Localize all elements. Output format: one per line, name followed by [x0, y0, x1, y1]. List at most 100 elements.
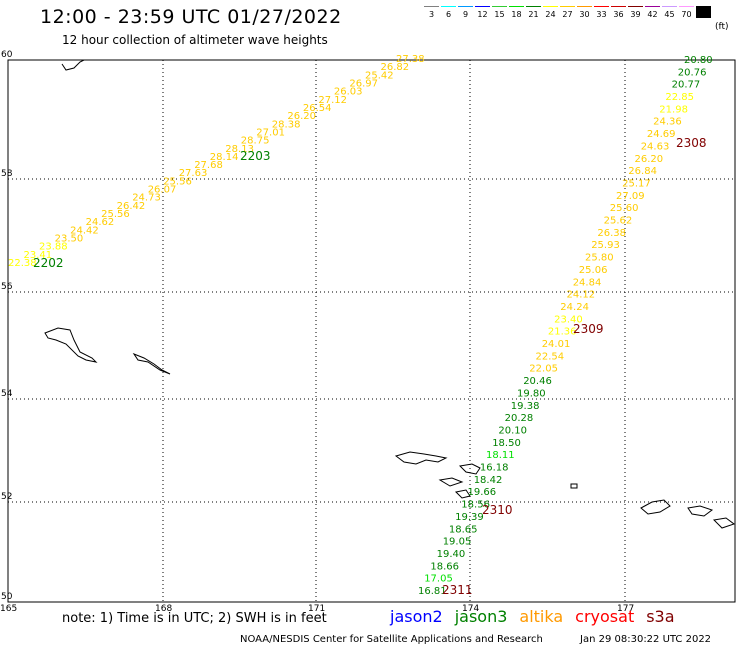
- swatch-label: 9: [462, 10, 469, 19]
- swh-value: 23.40: [554, 314, 583, 325]
- swatch-box: [644, 5, 661, 8]
- pass-id-label: 2310: [482, 503, 513, 517]
- swh-value: 22.05: [529, 364, 558, 375]
- lat-label: 60: [1, 50, 13, 60]
- alaska-coast: [61, 59, 85, 71]
- swatch-label: 70: [681, 10, 692, 19]
- swh-value: 20.76: [678, 67, 707, 78]
- graticule: [7, 59, 735, 603]
- coastlines: [44, 59, 736, 529]
- pribilof-coast: [44, 327, 98, 363]
- lat-label: 52: [1, 492, 12, 502]
- swh-value: 28.13: [225, 144, 254, 155]
- timestamp-text: Jan 29 08:30:22 UTC 2022: [580, 634, 712, 645]
- color-swatch-18: 18: [508, 5, 525, 19]
- swh-value: 19.40: [437, 549, 466, 560]
- swh-value: 18.65: [449, 524, 478, 535]
- color-scale-bar: 3 6 9 12 15 18 21 24 27 30 33 36 39 42 45 70: [423, 5, 712, 19]
- swatch-box: [627, 5, 644, 8]
- swh-value: 17.05: [424, 574, 453, 585]
- swh-value: 25.56: [101, 209, 130, 220]
- swh-value: 20.80: [684, 55, 713, 66]
- swh-value: 18.42: [474, 475, 503, 486]
- swatch-label: 21: [528, 10, 539, 19]
- swh-value: 26.84: [628, 166, 657, 177]
- swh-value: 26.54: [303, 103, 332, 114]
- swh-value: 19.39: [455, 512, 484, 523]
- swatch-box: [491, 5, 508, 8]
- color-swatch-21: 21: [525, 5, 542, 19]
- swh-value: 24.69: [647, 129, 676, 140]
- swh-value: 26.20: [287, 111, 316, 122]
- swatch-label: 27: [562, 10, 573, 19]
- swatch-box: [508, 5, 525, 8]
- note-text: note: 1) Time is in UTC; 2) SWH is in fe…: [62, 611, 327, 626]
- swh-value: 24.24: [560, 302, 589, 313]
- swatch-label: 30: [579, 10, 590, 19]
- swh-value: 23.50: [55, 234, 84, 245]
- color-swatch-33: 33: [593, 5, 610, 19]
- swh-value: 16.81: [418, 586, 447, 597]
- lat-label: 54: [1, 389, 13, 399]
- aleutian-island-2: [458, 463, 481, 475]
- swatch-label: 39: [630, 10, 641, 19]
- st-matthew-coast: [132, 352, 171, 375]
- swh-value: 25.60: [610, 203, 639, 214]
- swh-value: 25.56: [163, 176, 192, 187]
- lon-label: 174: [462, 604, 479, 614]
- legend-jason2: jason2: [390, 607, 443, 626]
- swatch-box: [440, 5, 457, 8]
- legend-jason3: jason3: [454, 607, 508, 626]
- color-swatch-30: 30: [576, 5, 593, 19]
- swh-value: 16.18: [480, 463, 509, 474]
- swh-value: 27.68: [194, 160, 223, 171]
- swatch-box: [661, 5, 678, 8]
- swatch-box: [457, 5, 474, 8]
- color-swatch-70: 70: [678, 5, 695, 19]
- color-swatch-39: 39: [627, 5, 644, 19]
- aleutian-island-8: [712, 517, 736, 529]
- aleutian-island-7: [687, 505, 714, 517]
- swh-value: 22.85: [665, 92, 694, 103]
- swh-value: 28.14: [210, 152, 239, 163]
- swh-value: 25.42: [365, 70, 394, 81]
- color-swatch-36: 36: [610, 5, 627, 19]
- color-swatch-15: 15: [491, 5, 508, 19]
- color-swatch-24: 24: [542, 5, 559, 19]
- map-frame: [7, 59, 736, 603]
- pass-id-label: 2311: [442, 583, 473, 597]
- pass-id-label: 2308: [676, 136, 707, 150]
- swh-value: 25.62: [604, 216, 633, 227]
- color-swatch-3: 3: [423, 5, 440, 19]
- swatch-box: [474, 5, 491, 8]
- swatch-box: [695, 5, 712, 19]
- color-swatch-black: [695, 5, 712, 19]
- swatch-label: 33: [596, 10, 607, 19]
- swh-value: 27.63: [179, 168, 208, 179]
- swh-value: 27.12: [318, 95, 347, 106]
- swatch-label: 45: [664, 10, 675, 19]
- swh-value: 26.20: [635, 154, 664, 165]
- color-swatch-6: 6: [440, 5, 457, 19]
- swh-value: 22.54: [536, 351, 565, 362]
- map-title: 12:00 - 23:59 UTC 01/27/2022: [40, 6, 342, 28]
- swatch-label: 24: [545, 10, 556, 19]
- swh-value: 26.07: [148, 185, 177, 196]
- swatch-label: 36: [613, 10, 624, 19]
- altika-track-west: 22.3823.4123.8823.5024.4224.6225.5626.42…: [8, 54, 425, 270]
- legend-altika: altika: [519, 607, 564, 626]
- aleutian-island-1: [394, 451, 448, 465]
- swh-value: 28.75: [241, 136, 270, 147]
- lon-label: 165: [0, 604, 17, 614]
- swh-value: 23.41: [24, 250, 53, 261]
- swh-value: 24.36: [653, 117, 682, 128]
- swh-value: 24.12: [567, 290, 596, 301]
- map-subtitle: 12 hour collection of altimeter wave hei…: [62, 33, 328, 47]
- swh-value: 25.17: [622, 179, 651, 190]
- color-swatch-45: 45: [661, 5, 678, 19]
- swatch-box: [542, 5, 559, 8]
- swh-value: 19.80: [517, 388, 546, 399]
- swatch-label: 12: [477, 10, 488, 19]
- swatch-box: [423, 5, 440, 8]
- color-swatch-42: 42: [644, 5, 661, 19]
